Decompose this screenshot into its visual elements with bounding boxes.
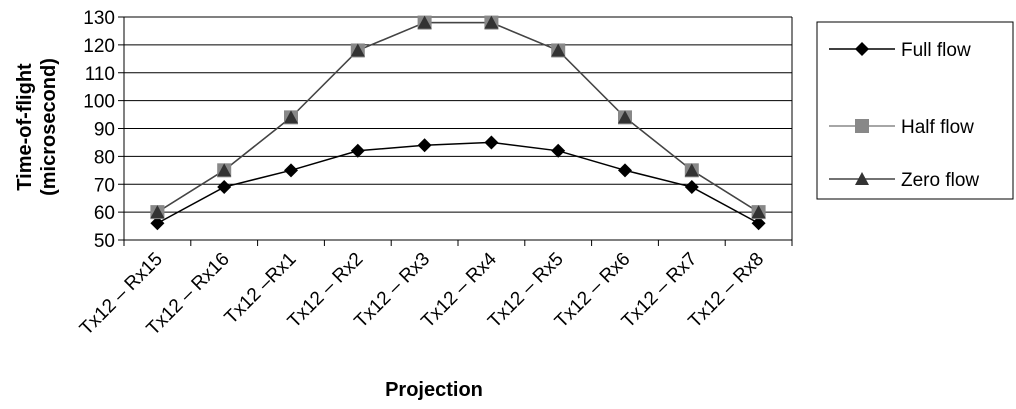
legend-box xyxy=(816,21,1014,200)
y-tick-label: 110 xyxy=(85,64,115,85)
data-point-zero-flow xyxy=(417,15,432,29)
legend-marker-half-flow xyxy=(855,119,869,133)
data-point-full-flow xyxy=(350,143,365,158)
series-line-full-flow xyxy=(157,141,759,224)
y-tick-label: 100 xyxy=(83,92,115,113)
y-tick-label: 130 xyxy=(83,8,115,29)
data-point-zero-flow xyxy=(484,15,499,29)
data-point-zero-flow xyxy=(217,163,232,177)
data-point-full-flow xyxy=(217,180,232,195)
y-axis-title-line2: (microsecond) xyxy=(38,58,60,196)
data-point-zero-flow xyxy=(618,110,632,124)
data-point-full-flow xyxy=(417,138,432,153)
data-point-full-flow xyxy=(551,143,566,158)
y-tick-label: 80 xyxy=(94,147,115,168)
y-tick-label: 50 xyxy=(94,231,115,252)
legend-label: Zero flow xyxy=(901,170,979,191)
data-point-full-flow xyxy=(684,180,699,195)
data-point-full-flow xyxy=(618,163,632,178)
data-point-zero-flow xyxy=(751,205,766,219)
series-markers xyxy=(150,15,766,231)
data-point-full-flow xyxy=(284,163,298,178)
series-line-zero-flow xyxy=(157,21,759,213)
legend-marker-full-flow xyxy=(855,42,869,56)
x-axis-title: Projection xyxy=(385,379,483,401)
series-line-half-flow xyxy=(157,21,759,213)
data-point-zero-flow xyxy=(150,205,165,219)
data-point-zero-flow xyxy=(284,110,298,124)
y-tick-labels: 50 60 70 80 90 100 110 120 130 xyxy=(83,8,115,252)
y-tick-label: 90 xyxy=(94,120,115,141)
y-tick-label: 70 xyxy=(94,175,115,196)
legend: Full flow Half flow Zero flow xyxy=(816,21,1014,200)
y-tick-label: 60 xyxy=(94,203,115,224)
y-axis-title-line1: Time-of-flight xyxy=(14,63,36,191)
legend-label: Full flow xyxy=(901,40,971,61)
gridlines xyxy=(118,16,792,241)
series-lines xyxy=(157,21,759,224)
data-point-zero-flow xyxy=(551,43,566,57)
axes xyxy=(123,17,793,246)
data-point-full-flow xyxy=(484,135,499,150)
data-point-full-flow xyxy=(150,216,165,231)
data-point-full-flow xyxy=(751,216,766,231)
data-point-zero-flow xyxy=(350,43,365,57)
legend-label: Half flow xyxy=(901,117,974,138)
legend-marker-zero-flow xyxy=(855,172,869,185)
y-tick-label: 120 xyxy=(83,36,115,57)
data-point-zero-flow xyxy=(684,163,699,177)
